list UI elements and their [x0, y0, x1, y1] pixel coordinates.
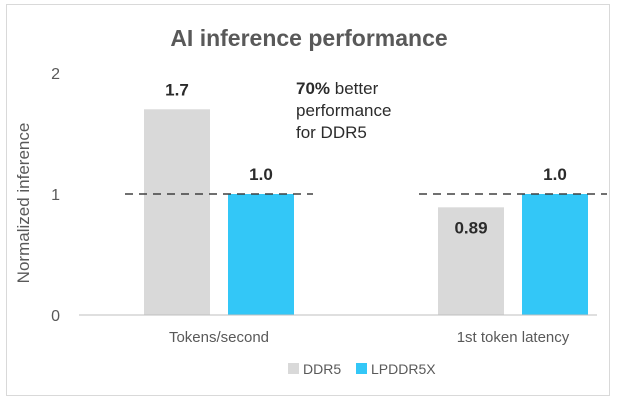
legend-swatch-lpddr5x [356, 363, 367, 374]
legend-label-lpddr5x: LPDDR5X [371, 361, 436, 377]
bar-ddr5-1 [438, 207, 504, 315]
annotation-line1: better [330, 79, 379, 98]
bars [144, 109, 588, 315]
y-tick-labels: 0 1 2 [51, 66, 60, 325]
chart: AI inference performance Normalized infe… [14, 25, 607, 377]
y-tick-label: 1 [51, 187, 60, 204]
annotation-line3: for DDR5 [296, 123, 367, 142]
legend-swatch-ddr5 [288, 363, 299, 374]
y-axis-label: Normalized inference [14, 123, 33, 284]
x-tick-labels: Tokens/second 1st token latency [169, 329, 570, 346]
data-label: 1.7 [165, 80, 189, 99]
data-labels: 1.7 0.89 1.0 1.0 [165, 80, 567, 237]
bar-ddr5-0 [144, 109, 210, 315]
bar-lpddr5x-1 [522, 194, 588, 315]
chart-frame: AI inference performance Normalized infe… [6, 4, 610, 396]
data-label: 0.89 [454, 218, 487, 237]
y-tick-label: 2 [51, 66, 60, 83]
data-label: 1.0 [249, 165, 273, 184]
legend: DDR5 LPDDR5X [288, 361, 436, 377]
data-label: 1.0 [543, 165, 567, 184]
annotation-text: 70% better performance for DDR5 [296, 79, 396, 142]
annotation-bold: 70% [296, 79, 330, 98]
y-tick-label: 0 [51, 308, 60, 325]
x-tick-label: 1st token latency [457, 329, 570, 346]
legend-label-ddr5: DDR5 [303, 361, 341, 377]
chart-title: AI inference performance [170, 25, 447, 51]
x-tick-label: Tokens/second [169, 329, 269, 346]
annotation-line2: performance [296, 101, 391, 120]
bar-lpddr5x-0 [228, 194, 294, 315]
